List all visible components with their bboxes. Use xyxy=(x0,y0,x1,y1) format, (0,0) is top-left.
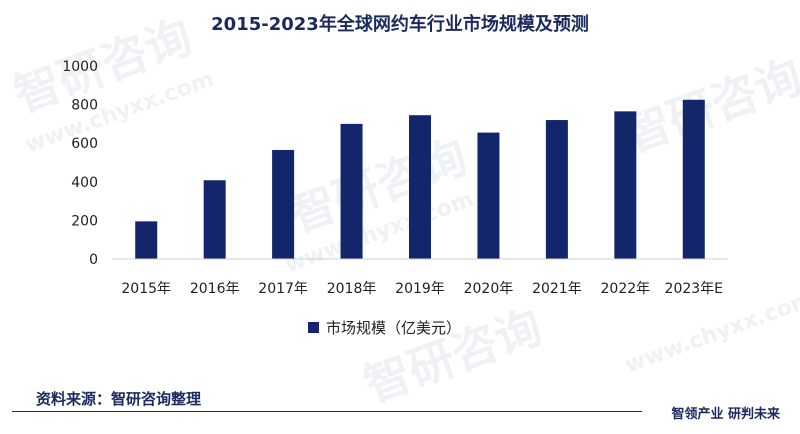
y-tick-label: 1000 xyxy=(62,59,98,75)
footer-divider xyxy=(12,411,642,412)
x-tick-label: 2019年 xyxy=(395,281,445,297)
bars xyxy=(135,99,705,260)
x-tick-label: 2016年 xyxy=(190,281,240,297)
y-tick-label: 600 xyxy=(71,136,98,152)
x-tick-label: 2015年 xyxy=(121,281,171,297)
legend-label: 市场规模（亿美元） xyxy=(326,319,461,337)
legend: 市场规模（亿美元） xyxy=(308,319,461,337)
chart-title: 2015-2023年全球网约车行业市场规模及预测 xyxy=(211,13,589,35)
y-tick-label: 400 xyxy=(71,175,98,191)
brand-slogan: 智领产业 研判未来 xyxy=(671,407,780,422)
x-tick-label: 2021年 xyxy=(532,281,582,297)
y-tick-label: 200 xyxy=(71,213,98,229)
x-axis: 2015年 2016年 2017年 2018年 2019年 2020年 2021年 2022年… xyxy=(121,281,723,297)
y-tick-label: 0 xyxy=(89,252,98,268)
bar xyxy=(682,99,705,260)
legend-swatch xyxy=(308,322,319,333)
x-tick-label: 2020年 xyxy=(464,281,514,297)
x-tick-label: 2022年 xyxy=(601,281,651,297)
x-tick-label: 2017年 xyxy=(258,281,308,297)
bar xyxy=(272,149,295,259)
y-axis: 0 200 400 600 800 1000 xyxy=(62,59,98,268)
bar xyxy=(340,123,363,260)
y-tick-label: 800 xyxy=(71,98,98,114)
bar xyxy=(545,120,568,259)
bar xyxy=(614,111,637,259)
source-note: 资料来源：智研咨询整理 xyxy=(36,390,202,408)
bar xyxy=(203,180,226,259)
bar xyxy=(409,115,431,259)
bar xyxy=(135,221,158,259)
x-tick-label: 2023年E xyxy=(665,281,723,297)
x-tick-label: 2018年 xyxy=(327,281,377,297)
bar xyxy=(477,132,500,259)
